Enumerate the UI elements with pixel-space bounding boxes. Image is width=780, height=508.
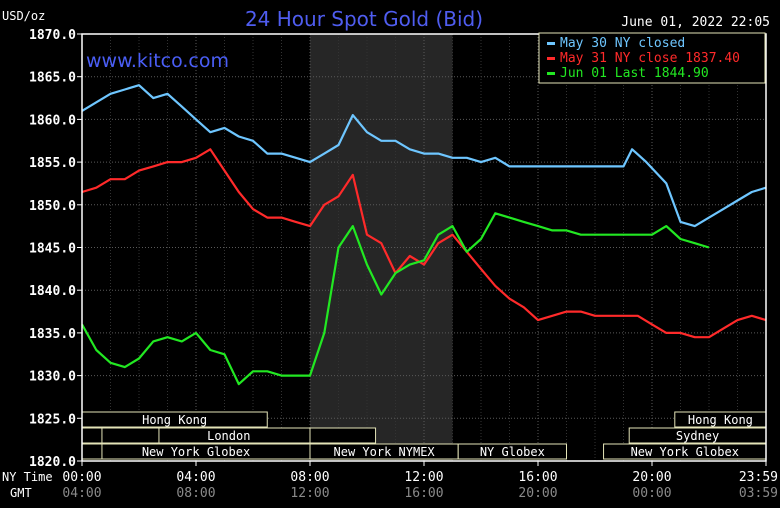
x-tick-label-gmt: 00:00 [632,486,671,501]
legend-label: Jun 01 Last 1844.90 [560,66,709,81]
x-tick-label-ny: 12:00 [404,470,443,485]
x-tick-label-gmt: 12:00 [290,486,329,501]
gmt-label: GMT [10,486,32,500]
y-tick-label: 1820.0 [29,455,76,470]
legend-label: May 31 NY close 1837.40 [560,51,740,66]
y-tick-label: 1840.0 [29,284,76,299]
x-tick-label-gmt: 16:00 [404,486,443,501]
legend-swatch [547,72,555,75]
y-tick-label: 1835.0 [29,327,76,342]
session-label: Hong Kong [142,413,207,427]
y-tick-label: 1845.0 [29,242,76,257]
x-tick-label-ny: 08:00 [290,470,329,485]
session-box [158,427,311,444]
series-line-jun-01 [81,212,710,386]
session-label: Hong Kong [688,413,753,427]
y-tick-label: 1830.0 [29,370,76,385]
y-tick-label: 1850.0 [29,199,76,214]
session-label: NY Globex [480,445,545,459]
legend-swatch [547,57,555,60]
x-tick-label-ny: 23:59 [739,470,778,485]
ny-time-label: NY Time [2,470,53,484]
timestamp: June 01, 2022 22:05 [621,15,770,30]
y-tick-label: 1865.0 [29,71,76,86]
axes: 1870.0 1865.0 1860.0 1855.0 1850.0 1845.0 1840… [29,28,778,501]
session-label: New York NYMEX [334,445,436,459]
y-tick-label: 1860.0 [29,113,76,128]
shaded-session-area [310,34,453,461]
x-tick-label-ny: 20:00 [632,470,671,485]
session-label: Sydney [676,429,719,443]
y-tick-label: 1870.0 [29,28,76,43]
session-label: London [207,429,250,443]
legend-box [538,32,766,84]
legend-swatch [547,42,555,45]
series-line-may-31 [81,148,767,339]
session-label: New York Globex [631,445,739,459]
series-line-may-30 [81,84,767,228]
session-box [457,443,568,460]
series-lines [81,84,767,386]
x-tick-label-gmt: 08:00 [176,486,215,501]
chart-title: 24 Hour Spot Gold (Bid) [245,7,483,31]
watermark: www.kitco.com [86,50,229,72]
session-label: New York Globex [142,445,250,459]
y-tick-label: 1855.0 [29,156,76,171]
y-tick-label: 1825.0 [29,412,76,427]
unit-label: USD/oz [2,9,45,23]
x-tick-label-gmt: 04:00 [62,486,101,501]
x-tick-label-ny: 04:00 [176,470,215,485]
x-tick-label-gmt: 20:00 [518,486,557,501]
x-tick-label-gmt: 03:59 [739,486,778,501]
legend-label: May 30 NY closed [560,36,685,51]
x-tick-label-ny: 00:00 [62,470,101,485]
x-tick-label-ny: 16:00 [518,470,557,485]
